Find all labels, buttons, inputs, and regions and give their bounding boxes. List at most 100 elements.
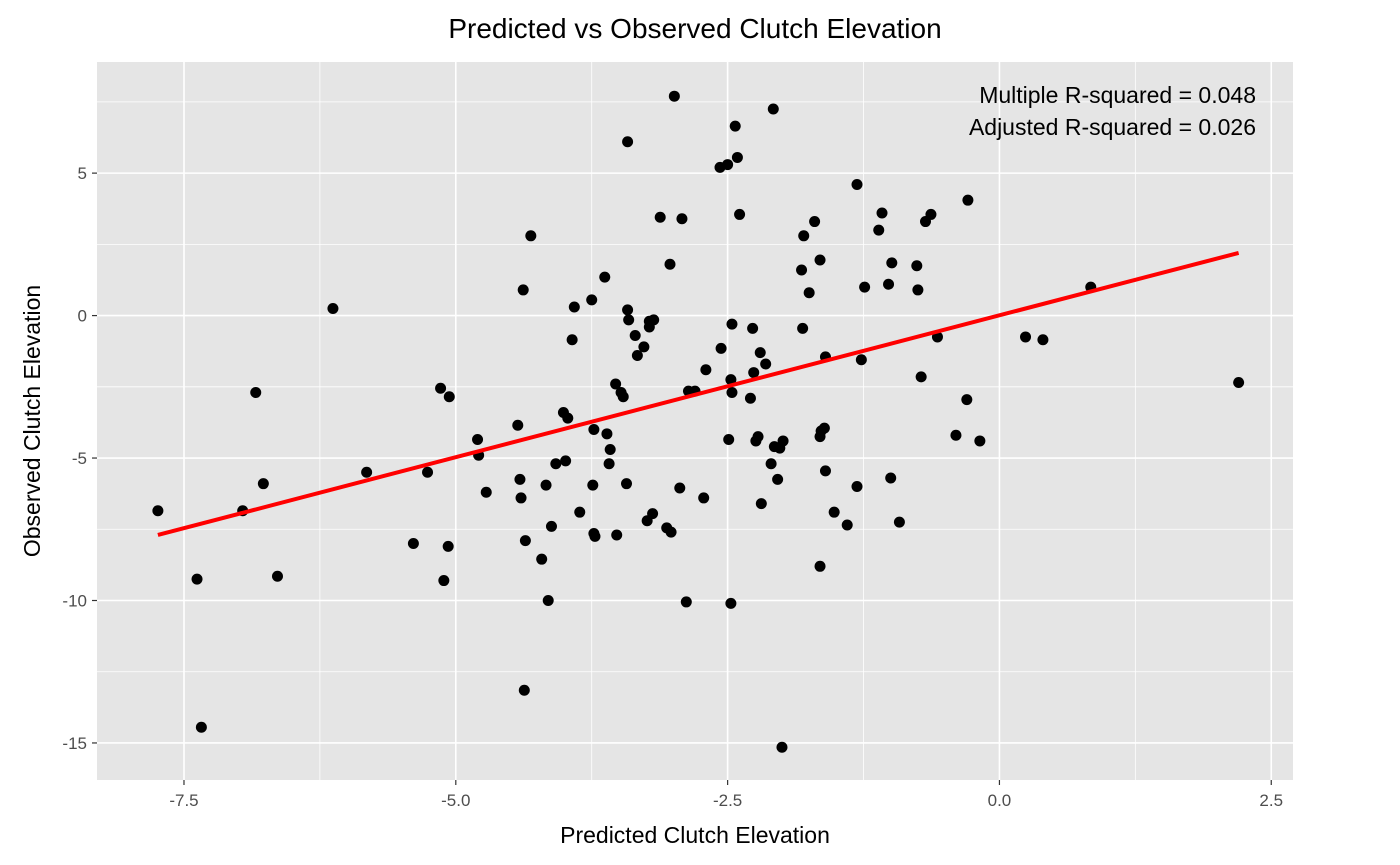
- x-tick-label: 2.5: [1259, 791, 1283, 810]
- data-point: [631, 349, 643, 361]
- data-point: [540, 479, 552, 491]
- data-point: [725, 374, 737, 386]
- x-tick-label: 0.0: [988, 791, 1012, 810]
- data-point: [514, 473, 526, 485]
- data-point: [725, 597, 737, 609]
- data-point: [407, 538, 419, 550]
- y-tick-label: 5: [78, 164, 87, 183]
- data-point: [722, 159, 734, 171]
- data-point: [195, 721, 207, 733]
- data-point: [574, 506, 586, 518]
- data-point: [588, 424, 600, 436]
- data-point: [873, 224, 885, 236]
- data-point: [760, 358, 772, 370]
- data-point: [828, 506, 840, 518]
- data-point: [700, 364, 712, 376]
- multiple-r-squared-annotation: Multiple R-squared = 0.048: [979, 82, 1256, 108]
- data-point: [818, 422, 830, 434]
- data-point: [797, 322, 809, 334]
- data-point: [568, 301, 580, 313]
- data-point: [518, 684, 530, 696]
- x-tick-label: -7.5: [169, 791, 198, 810]
- data-point: [617, 391, 629, 403]
- data-point: [765, 458, 777, 470]
- x-axis-ticks: -7.5 -5.0 -2.5 0.0 2.5: [169, 780, 1283, 810]
- data-point: [803, 287, 815, 299]
- data-point: [622, 136, 634, 148]
- data-point: [748, 367, 760, 379]
- major-gridlines: [97, 62, 1293, 780]
- adjusted-r-squared-annotation: Adjusted R-squared = 0.026: [969, 114, 1256, 140]
- data-point: [271, 570, 283, 582]
- data-point: [654, 211, 666, 223]
- data-point: [809, 216, 821, 228]
- data-point: [550, 458, 562, 470]
- data-point: [519, 535, 531, 547]
- data-point: [819, 465, 831, 477]
- data-point: [599, 271, 611, 283]
- data-point: [327, 302, 339, 314]
- y-axis-ticks: -15 -10 -5 0 5: [62, 164, 97, 753]
- data-point: [767, 103, 779, 115]
- data-point: [723, 434, 735, 446]
- data-point: [734, 208, 746, 220]
- y-axis-title: Observed Clutch Elevation: [19, 285, 45, 557]
- data-point: [883, 278, 895, 290]
- data-point: [814, 560, 826, 572]
- data-point: [517, 284, 529, 296]
- data-point: [472, 434, 484, 446]
- data-point: [664, 258, 676, 270]
- data-point: [814, 254, 826, 266]
- x-tick-label: -5.0: [441, 791, 470, 810]
- data-points: [152, 90, 1245, 753]
- data-point: [257, 478, 269, 490]
- data-point: [841, 519, 853, 531]
- data-point: [851, 179, 863, 191]
- data-point: [610, 378, 622, 390]
- data-point: [776, 741, 788, 753]
- data-point: [744, 392, 756, 404]
- data-point: [726, 318, 738, 330]
- y-tick-label: -5: [72, 449, 87, 468]
- plot-panel: [97, 62, 1293, 780]
- data-point: [885, 472, 897, 484]
- data-point: [772, 473, 784, 485]
- data-point: [250, 387, 262, 399]
- data-point: [191, 573, 203, 585]
- data-point: [755, 498, 767, 510]
- x-axis-title: Predicted Clutch Elevation: [560, 822, 830, 848]
- data-point: [601, 428, 613, 440]
- data-point: [961, 394, 973, 406]
- data-point: [747, 322, 759, 334]
- data-point: [668, 90, 680, 102]
- data-point: [438, 575, 450, 587]
- y-tick-label: 0: [78, 307, 87, 326]
- data-point: [536, 553, 548, 565]
- data-point: [515, 492, 527, 504]
- data-point: [622, 304, 634, 316]
- data-point: [545, 520, 557, 532]
- data-point: [962, 194, 974, 206]
- data-point: [1037, 334, 1049, 346]
- data-point: [587, 479, 599, 491]
- y-tick-label: -15: [62, 734, 87, 753]
- data-point: [796, 264, 808, 276]
- data-point: [974, 435, 986, 447]
- data-point: [912, 284, 924, 296]
- data-point: [1233, 377, 1245, 389]
- data-point: [915, 371, 927, 383]
- data-point: [512, 419, 524, 431]
- data-point: [611, 529, 623, 541]
- data-point: [859, 281, 871, 293]
- data-point: [886, 257, 898, 269]
- x-tick-label: -2.5: [713, 791, 742, 810]
- data-point: [680, 596, 692, 608]
- data-point: [665, 526, 677, 538]
- data-point: [855, 354, 867, 366]
- y-tick-label: -10: [62, 592, 87, 611]
- data-point: [480, 486, 492, 498]
- data-point: [566, 334, 578, 346]
- data-point: [442, 540, 454, 552]
- data-point: [603, 458, 615, 470]
